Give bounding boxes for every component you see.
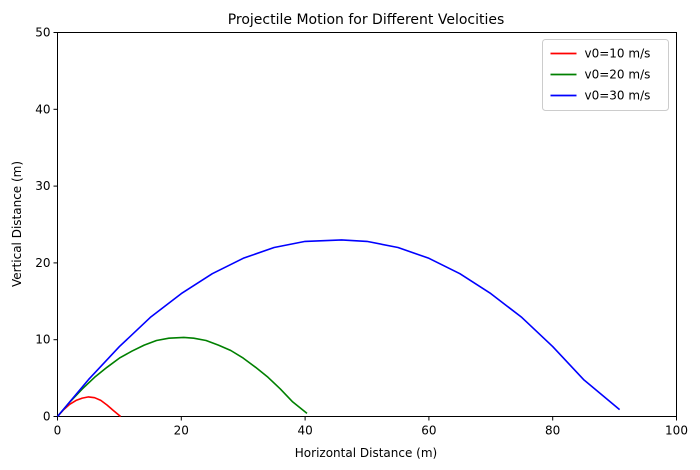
y-tick-label: 40 <box>35 102 50 116</box>
legend-label: v0=20 m/s <box>585 68 651 82</box>
legend-box <box>542 39 669 111</box>
x-axis-label: Horizontal Distance (m) <box>295 446 437 460</box>
series-line-2 <box>56 336 308 418</box>
x-tick-label: 40 <box>297 424 312 438</box>
y-tick-label: 50 <box>35 26 50 40</box>
plot-layer <box>56 239 621 418</box>
plot-area <box>57 32 677 417</box>
chart-title: Projectile Motion for Different Velociti… <box>228 12 505 28</box>
series-line-3 <box>56 239 621 418</box>
y-tick-label: 30 <box>35 179 50 193</box>
x-tick-label: 20 <box>174 424 189 438</box>
x-axis-ticks: 0 20 40 60 80 100 <box>54 416 688 438</box>
y-tick-label: 10 <box>35 333 50 347</box>
x-tick-label: 100 <box>665 424 688 438</box>
x-tick-label: 0 <box>54 424 62 438</box>
y-axis-ticks: 0 10 20 30 40 50 <box>35 26 58 424</box>
y-tick-label: 20 <box>35 256 50 270</box>
legend-label: v0=30 m/s <box>585 89 651 103</box>
y-tick-label: 0 <box>43 410 51 424</box>
series-line-1 <box>56 396 122 418</box>
legend: v0=10 m/s v0=20 m/s v0=30 m/s <box>542 39 669 111</box>
legend-label: v0=10 m/s <box>585 47 651 61</box>
x-tick-label: 60 <box>421 424 436 438</box>
x-tick-label: 80 <box>545 424 560 438</box>
y-axis-label: Vertical Distance (m) <box>10 161 24 287</box>
